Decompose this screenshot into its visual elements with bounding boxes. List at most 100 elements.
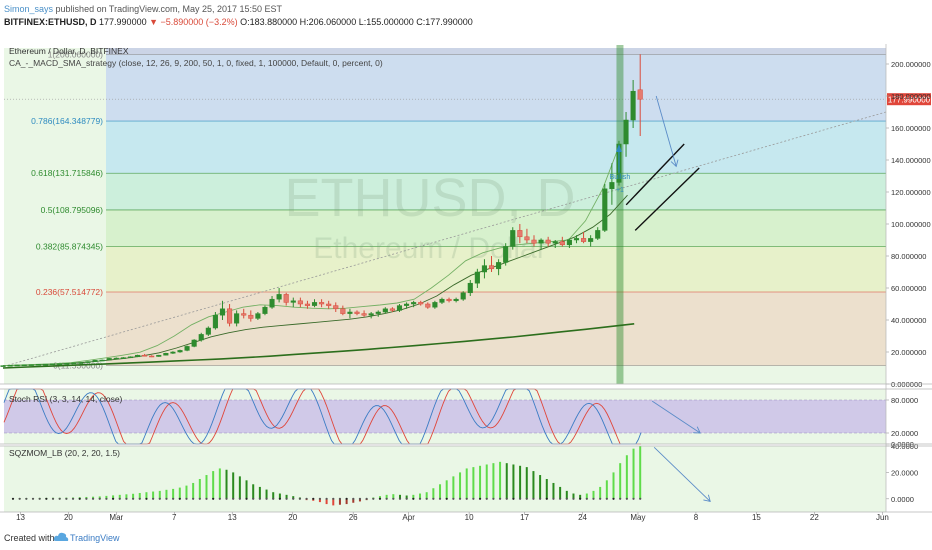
candle-body [375,311,381,314]
tradingview-logo-text[interactable]: TradingView [70,533,120,543]
candle-body [304,303,310,306]
chart-svg[interactable]: 1(206.060000) 0.786(164.348779) 0.618(131.… [0,44,932,526]
sqz-dot [198,497,201,500]
sqz-bar [605,480,608,499]
sqz-dot [125,497,128,500]
sqz-bar [445,480,448,499]
sqz-dot [572,497,575,500]
fib-zone [106,209,886,247]
y-tick-label: 40.000000 [891,316,926,325]
candle-body [588,238,594,242]
published-text: published on TradingView.com, May 25, 20… [55,4,283,14]
sqz-bar [559,486,562,499]
candle-body [290,300,296,303]
candle-body [28,364,34,366]
projection-arrow-head [670,159,679,168]
sqz-dot [485,497,488,500]
sqz-bar [345,498,348,505]
sqz-y-tick-label: 0.0000 [891,495,914,504]
sqz-bar [472,467,475,499]
sqz-dot [345,497,348,500]
sqz-dot [165,497,168,500]
sqz-dot [472,497,475,500]
author-link[interactable]: Simon_says [4,4,54,14]
sqz-bar [439,484,442,499]
sqz-dot [325,497,328,500]
sqz-dot [11,497,15,500]
candle-body [453,298,459,302]
annotation-sub: +1 [616,187,624,194]
sqz-bar [392,494,395,499]
sqz-dot [272,497,275,500]
candle-body [191,339,197,347]
sqz-dot [452,497,455,500]
y-tick-label: 140.000000 [891,156,931,165]
sqz-dot [619,497,622,500]
sqz-bar [465,468,468,499]
sqz-dot [552,497,555,500]
candle-body [198,334,204,341]
candle-body [474,271,480,284]
fib-zone [106,173,886,210]
fib-label: 1(206.060000) [48,49,103,59]
sqz-dot [392,497,395,500]
y-tick-label: 100.000000 [891,220,931,229]
candle-body [106,358,112,361]
sqz-bar [212,471,215,499]
candle-body [382,308,388,313]
sqz-bar [519,465,522,499]
sqz-bar [398,494,401,499]
sqz-bar [98,496,101,499]
sqz-bar [358,498,361,502]
sqz-bar [285,494,288,499]
sqz-bar [378,496,381,499]
sqz-dot [172,497,175,500]
ma-200-line [2,323,635,369]
ma-fast-line [2,143,621,367]
annotation-label: Bullish [610,174,631,181]
sqz-dot [51,497,55,500]
sqz-dot [539,497,542,500]
candle-body [85,361,91,363]
candle-body [425,303,431,308]
y-tick-label: 60.000000 [891,284,926,293]
sqz-dot [518,497,522,500]
sqz-bar [318,498,321,503]
y-tick-label: 0.000000 [891,380,922,389]
fib-label: 0.618(131.715846) [31,168,103,178]
x-tick-label: 10 [465,513,474,522]
sqz-bar [545,479,548,499]
sqz-bar [632,448,635,499]
candle-body [517,230,523,238]
candle-body [559,241,565,246]
y-tick-label: 160.000000 [891,124,931,133]
sqz-bar [158,490,161,499]
fib-label: 0.382(85.874345) [36,242,103,252]
candle-body [623,119,629,145]
sqz-dot [138,497,141,500]
sqz-dot [505,497,508,500]
sqz-dot [418,497,422,500]
x-tick-label: 26 [349,513,358,522]
fib-zone [106,54,886,122]
sqz-bar [238,476,241,499]
sqz-bar [172,488,175,499]
x-tick-label: Jun [876,513,889,522]
sqz-dot [632,497,635,500]
indicator-label: CA_-_MACD_SMA_strategy (close, 12, 26, 9… [9,58,383,68]
candle-body [57,363,63,365]
sqz-dot [258,497,261,500]
sqz-bar [265,489,268,499]
sqz-panel-background [4,446,886,512]
last-price-tag-text: 177.990000 [888,96,931,105]
last-price: 177.990000 [99,17,147,27]
sqz-bar [412,494,415,499]
sqz-dot [312,497,315,500]
sqz-bar [599,486,602,499]
sqz-dot [265,497,268,500]
sqz-dot [605,497,608,500]
sqz-dot [31,497,35,500]
stoch-k-line [3,388,642,445]
y-tick-label: 200.000000 [891,60,931,69]
sqz-dot [225,497,228,500]
